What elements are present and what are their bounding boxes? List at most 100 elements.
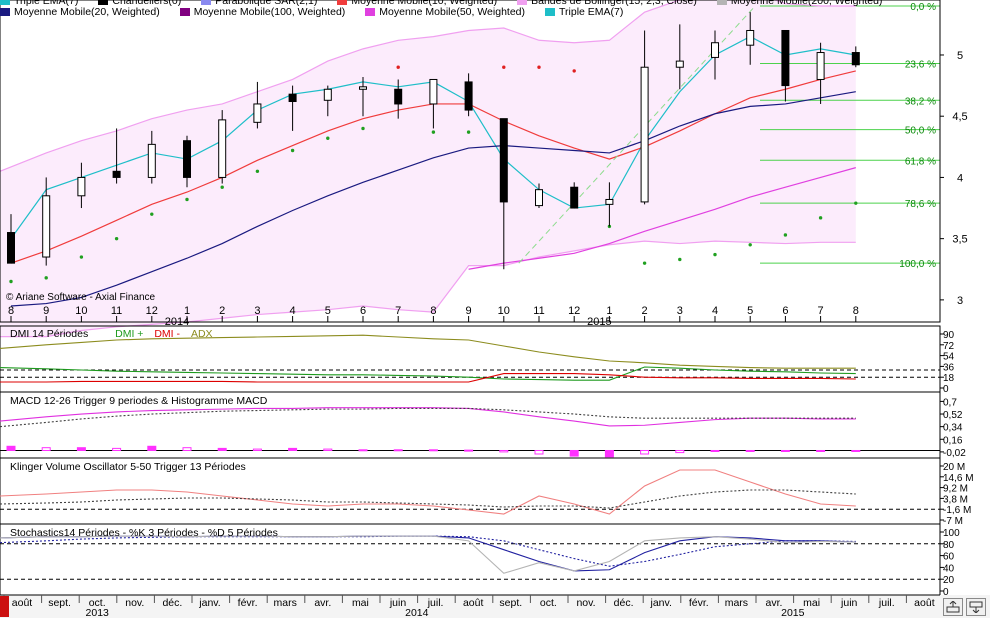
legend-swatch bbox=[0, 0, 10, 5]
main-xtick-label-9: 5 bbox=[325, 305, 331, 317]
month-label-5: janv. bbox=[198, 597, 220, 609]
zoom-in-button[interactable] bbox=[943, 598, 963, 616]
macd-panel-hist-bar-17 bbox=[604, 449, 614, 458]
klinger-panel-ytick-label-5: 20 M bbox=[943, 462, 965, 473]
main-xtick-label-22: 6 bbox=[782, 305, 788, 317]
sar-dot-5 bbox=[185, 197, 189, 202]
main-xtick-label-15: 11 bbox=[533, 305, 544, 317]
legend-top: Triple EMA(7) Chandeliers(0) Parabolique S… bbox=[0, 0, 902, 7]
legend-swatch bbox=[98, 0, 109, 5]
dmi-title: DMI 14 Périodes DMI + DMI - ADX bbox=[10, 328, 213, 340]
sar-dot-18 bbox=[642, 261, 647, 265]
candle-body-2 bbox=[77, 176, 86, 197]
candle-body-6 bbox=[218, 119, 227, 178]
sar-dot-12 bbox=[431, 130, 436, 134]
macd-panel-hist-bar-20 bbox=[710, 449, 720, 452]
main-xtick-label-2: 10 bbox=[75, 305, 87, 317]
main-year-label-1: 2015 bbox=[587, 316, 611, 328]
macd-title: MACD 12-26 Trigger 9 periodes & Histogra… bbox=[10, 395, 268, 407]
macd-panel-hist-bar-18 bbox=[640, 449, 650, 455]
klinger-panel-series-1 bbox=[0, 489, 856, 509]
macd-panel-series-0 bbox=[0, 407, 856, 427]
month-label-3: nov. bbox=[125, 597, 144, 609]
fib-label-4: 61,8 % bbox=[905, 156, 936, 167]
candle-body-8 bbox=[288, 93, 297, 103]
legend-label: Bandes de Bollinger(15, 2,3, Close) bbox=[531, 0, 697, 7]
scroll-marker bbox=[0, 596, 9, 617]
zoom-out-button[interactable] bbox=[966, 598, 986, 616]
main-ytick-label-0: 3 bbox=[957, 295, 963, 307]
year-label-1: 2014 bbox=[405, 607, 429, 618]
legend-swatch bbox=[545, 8, 555, 16]
month-label-2: oct. bbox=[89, 597, 106, 609]
stoch-panel-series-2 bbox=[0, 535, 856, 574]
candle-body-19 bbox=[675, 60, 684, 68]
month-label-12: août bbox=[463, 597, 484, 609]
klinger-panel-ytick-label-1: -1,6 M bbox=[943, 505, 971, 516]
stoch-panel-ytick-label-2: 40 bbox=[943, 563, 955, 574]
month-label-16: déc. bbox=[614, 597, 634, 609]
main-xtick-label-18: 2 bbox=[642, 305, 648, 317]
macd-panel-hist-bar-21 bbox=[745, 449, 755, 452]
main-xtick-label-10: 6 bbox=[360, 305, 366, 317]
month-label-14: oct. bbox=[540, 597, 557, 609]
main-ytick-label-2: 4 bbox=[957, 172, 963, 184]
candle-body-24 bbox=[851, 52, 860, 66]
month-label-9: mai bbox=[352, 597, 369, 609]
sar-dot-13 bbox=[466, 130, 471, 134]
series-line-3 bbox=[0, 0, 856, 172]
legend-label: Moyenne Mobile(10, Weighted) bbox=[351, 0, 498, 7]
sar-dot-22 bbox=[783, 233, 788, 237]
sar-dot-11 bbox=[396, 65, 400, 69]
main-ytick-label-4: 5 bbox=[957, 50, 963, 62]
sar-dot-20 bbox=[713, 252, 717, 257]
legend-swatch bbox=[0, 8, 10, 16]
month-label-15: nov. bbox=[576, 597, 595, 609]
month-label-4: déc. bbox=[162, 597, 182, 609]
candle-body-22 bbox=[781, 29, 790, 87]
month-label-13: sept. bbox=[499, 597, 522, 609]
macd-panel-hist-bar-16 bbox=[569, 449, 579, 457]
legend-label: Chandeliers(0) bbox=[112, 0, 182, 7]
main-xtick-label-21: 5 bbox=[747, 305, 753, 317]
month-label-22: juin bbox=[840, 597, 858, 609]
dmi-panel-ytick-label-1: 18 bbox=[943, 373, 955, 384]
main-xtick-label-4: 12 bbox=[146, 305, 158, 317]
sar-dot-6 bbox=[220, 185, 224, 189]
sar-dot-7 bbox=[255, 169, 260, 174]
candle-body-13 bbox=[464, 81, 473, 111]
fib-label-1: 23,6 % bbox=[905, 60, 936, 71]
copyright-text: © Ariane Software - Axial Finance bbox=[6, 292, 156, 303]
legend-swatch bbox=[517, 0, 528, 5]
candle-body-1 bbox=[42, 195, 51, 258]
year-label-0: 2013 bbox=[86, 607, 110, 618]
legend-item2-2: Moyenne Mobile(50, Weighted) bbox=[365, 6, 525, 18]
stoch-panel-ytick-label-5: 100 bbox=[943, 528, 960, 539]
macd-panel-ytick-label-4: 0,7 bbox=[943, 397, 957, 408]
fib-label-2: 38,2 % bbox=[905, 96, 936, 107]
candle-body-20 bbox=[711, 42, 719, 58]
stoch-panel-ytick-label-1: 20 bbox=[943, 575, 955, 586]
month-label-17: janv. bbox=[649, 597, 671, 609]
legend-item-5: Moyenne Mobile(200, Weighted) bbox=[716, 0, 882, 7]
fib-label-0: 0,0 % bbox=[910, 2, 936, 13]
main-xtick-label-7: 3 bbox=[254, 305, 260, 317]
macd-panel-hist-bar-8 bbox=[288, 447, 298, 451]
stoch-panel-series-0 bbox=[0, 535, 856, 572]
legend-item2-3: Triple EMA(7) bbox=[545, 6, 623, 18]
klinger-panel-ytick-label-2: 3,8 M bbox=[943, 494, 968, 505]
month-label-11: juil. bbox=[427, 597, 444, 609]
legend-swatch bbox=[179, 8, 190, 16]
candle-body-23 bbox=[816, 52, 825, 80]
legend-label: Moyenne Mobile(50, Weighted) bbox=[379, 6, 525, 18]
dmi-panel-series-1 bbox=[0, 373, 856, 383]
legend-swatch bbox=[716, 0, 727, 5]
legend-swatch bbox=[337, 0, 348, 5]
month-label-21: mai bbox=[803, 597, 820, 609]
legend-label: Parabolique SAR(2,1) bbox=[215, 0, 318, 7]
macd-panel-hist-bar-19 bbox=[675, 449, 685, 454]
legend-label: Moyenne Mobile(100, Weighted) bbox=[193, 6, 346, 18]
dmi-panel-series-0 bbox=[0, 366, 856, 381]
sar-dot-4 bbox=[150, 212, 154, 216]
main-year-label-0: 2014 bbox=[165, 316, 189, 328]
